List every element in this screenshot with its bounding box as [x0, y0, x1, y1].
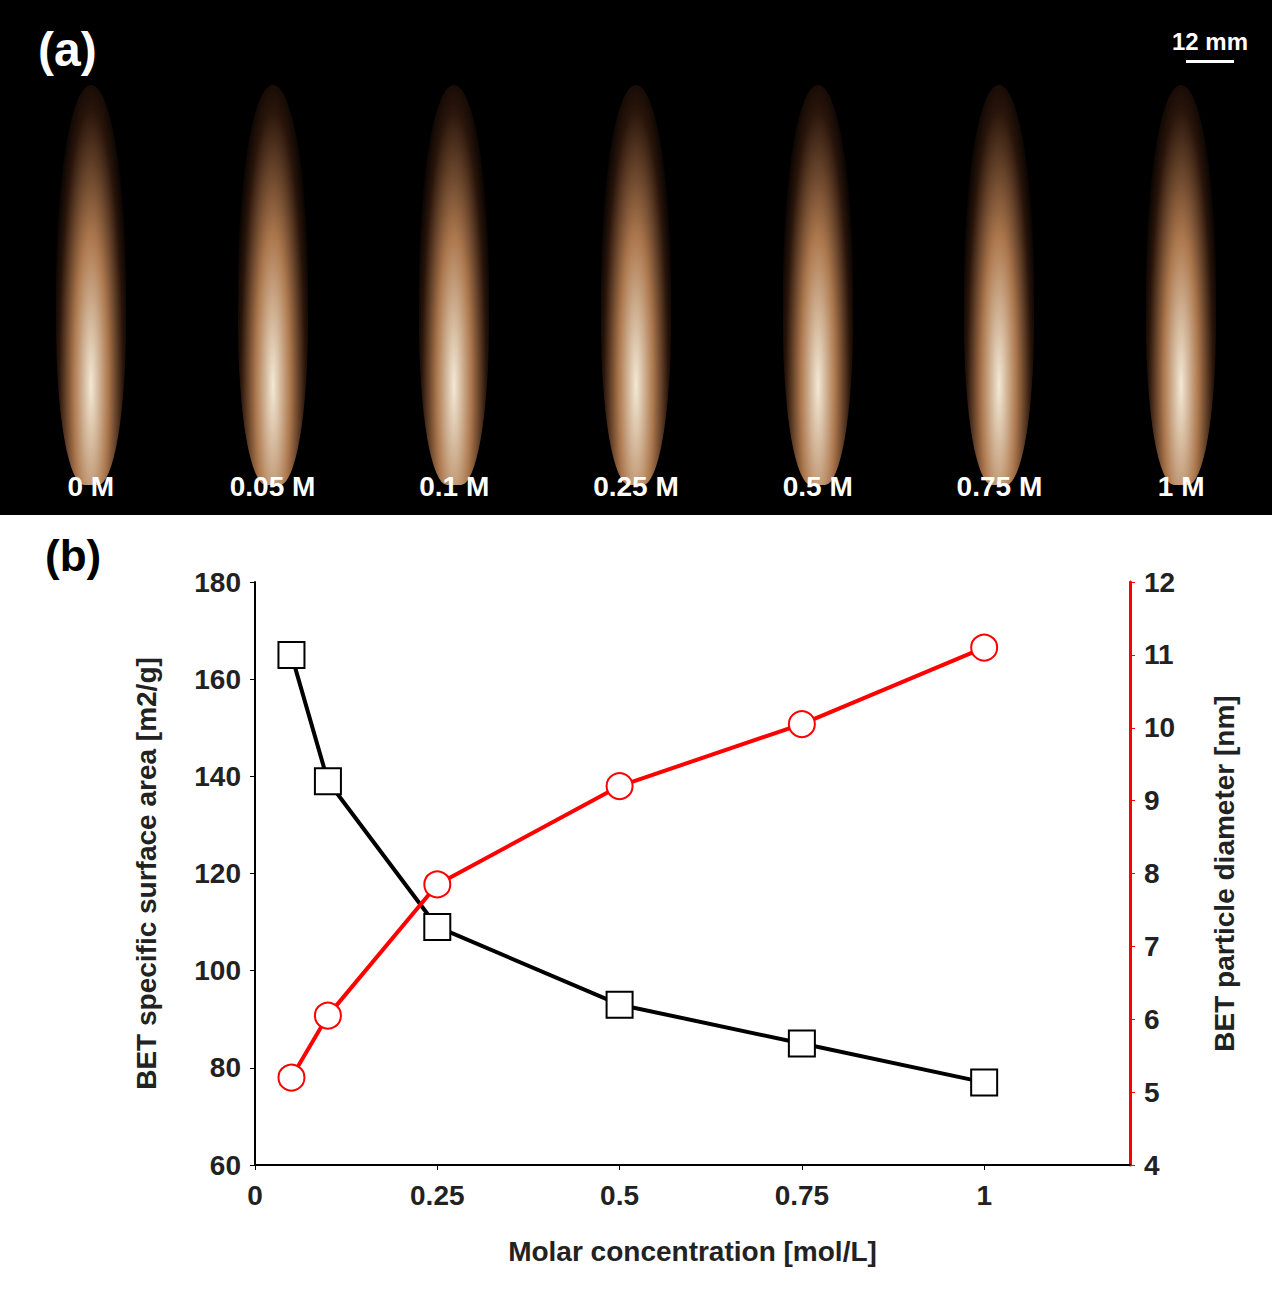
svg-text:160: 160 [194, 664, 241, 695]
svg-text:120: 120 [194, 858, 241, 889]
svg-text:BET particle diameter [nm]: BET particle diameter [nm] [1209, 695, 1240, 1051]
svg-text:80: 80 [210, 1052, 241, 1083]
svg-text:Molar concentration [mol/L]: Molar concentration [mol/L] [508, 1236, 877, 1267]
svg-text:0.75: 0.75 [775, 1180, 830, 1211]
svg-text:1: 1 [976, 1180, 992, 1211]
html-text:1 M: 1 M [1157, 471, 1205, 502]
svg-text:0: 0 [247, 1180, 263, 1211]
svg-text:12: 12 [1144, 567, 1175, 598]
svg-text:4: 4 [1144, 1150, 1160, 1181]
svg-text:140: 140 [194, 761, 241, 792]
svg-text:11: 11 [1144, 639, 1174, 670]
svg-text:0.25: 0.25 [410, 1180, 465, 1211]
svg-text:100: 100 [194, 955, 241, 986]
svg-text:10: 10 [1144, 712, 1175, 743]
svg-text:8: 8 [1144, 858, 1160, 889]
html-text:(a): (a) [38, 23, 97, 76]
html-text:0.5 M: 0.5 M [782, 471, 853, 502]
svg-text:7: 7 [1144, 931, 1160, 962]
html-text:0 M: 0 M [67, 471, 115, 502]
svg-text:(b): (b) [45, 531, 101, 580]
svg-text:BET specific surface area [m2/: BET specific surface area [m2/g] [131, 657, 162, 1090]
svg-text:6: 6 [1144, 1004, 1160, 1035]
svg-text:180: 180 [194, 567, 241, 598]
svg-text:0.5: 0.5 [600, 1180, 639, 1211]
html-text:0.1 M: 0.1 M [419, 471, 490, 502]
html-text:0.05 M: 0.05 M [229, 471, 316, 502]
svg-text:9: 9 [1144, 785, 1160, 816]
html-text:0.25 M: 0.25 M [593, 471, 679, 502]
html-text:0.75 M: 0.75 M [956, 471, 1043, 502]
svg-text:5: 5 [1144, 1077, 1160, 1108]
html-text:12 mm: 12 mm [1172, 28, 1248, 55]
svg-text:60: 60 [210, 1150, 241, 1181]
